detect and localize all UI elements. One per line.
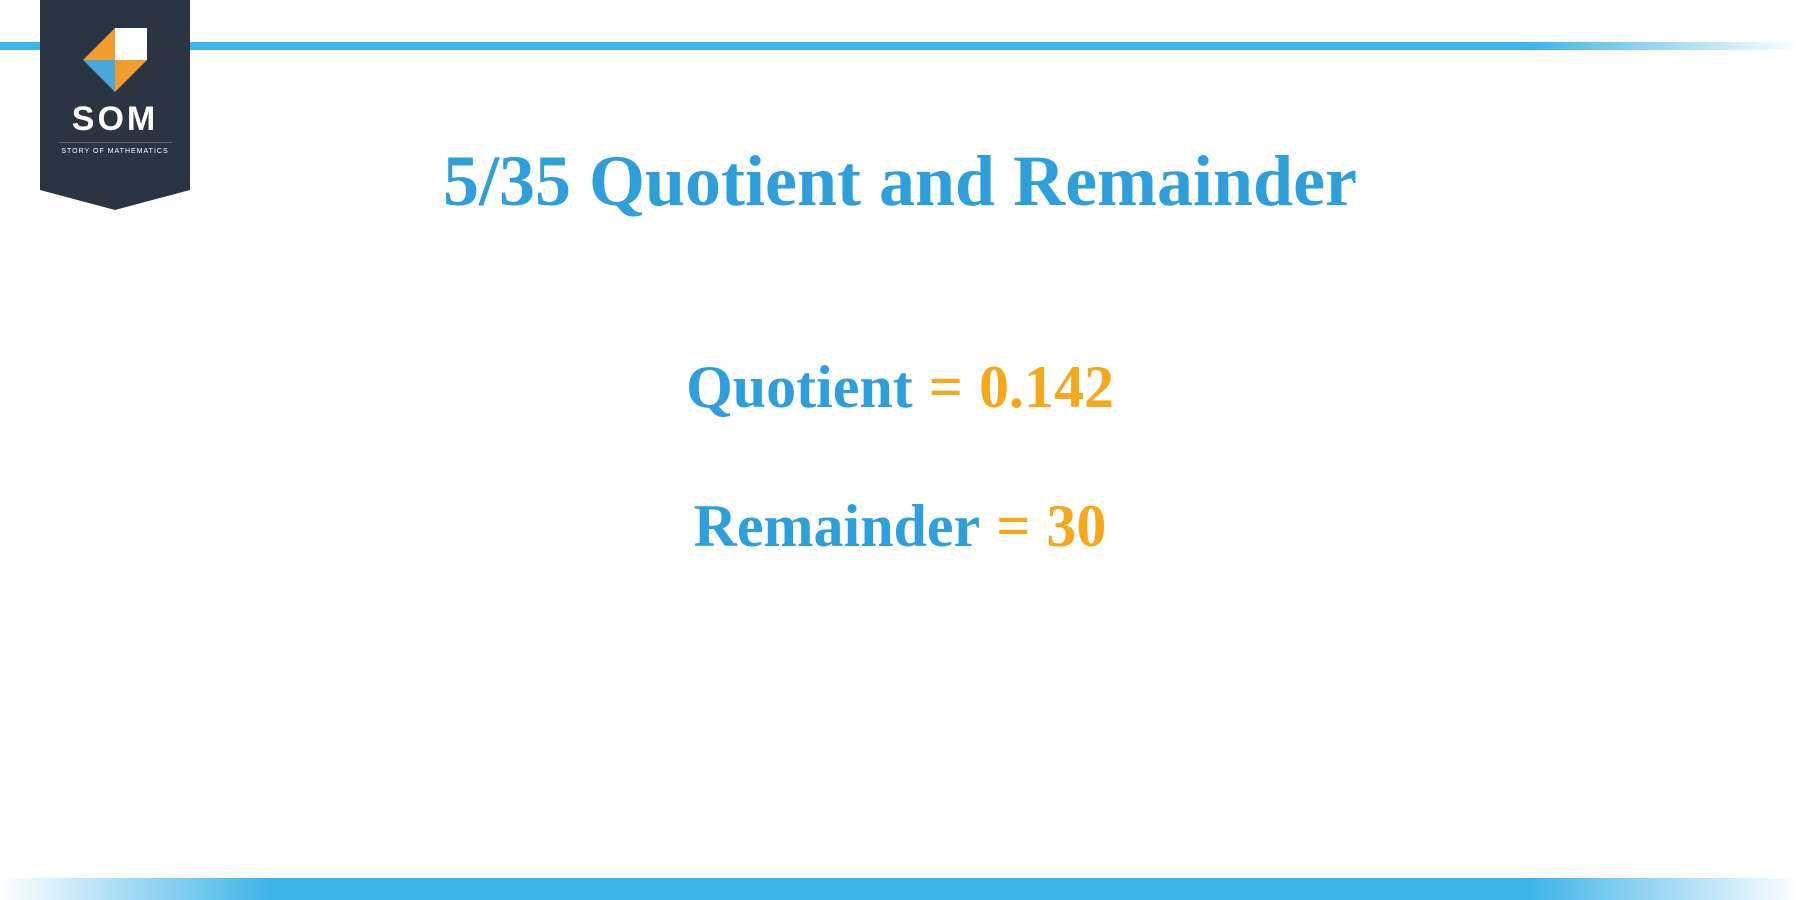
logo-subtext: STORY OF MATHEMATICS (58, 142, 172, 155)
remainder-label: Remainder (694, 492, 981, 561)
remainder-result: Remainder = 30 (0, 492, 1800, 561)
som-logo-icon (83, 28, 147, 92)
quotient-label: Quotient (686, 353, 913, 422)
page-title: 5/35 Quotient and Remainder (0, 140, 1800, 223)
quotient-result: Quotient = 0.142 (0, 353, 1800, 422)
quotient-value: 0.142 (979, 353, 1114, 422)
logo-text: SOM (40, 100, 190, 139)
remainder-value: 30 (1046, 492, 1106, 561)
quotient-equals: = (929, 353, 963, 422)
main-content: 5/35 Quotient and Remainder Quotient = 0… (0, 140, 1800, 631)
top-border (0, 42, 1800, 50)
remainder-equals: = (996, 492, 1030, 561)
bottom-border (0, 878, 1800, 900)
logo-badge: SOM STORY OF MATHEMATICS (40, 0, 190, 190)
